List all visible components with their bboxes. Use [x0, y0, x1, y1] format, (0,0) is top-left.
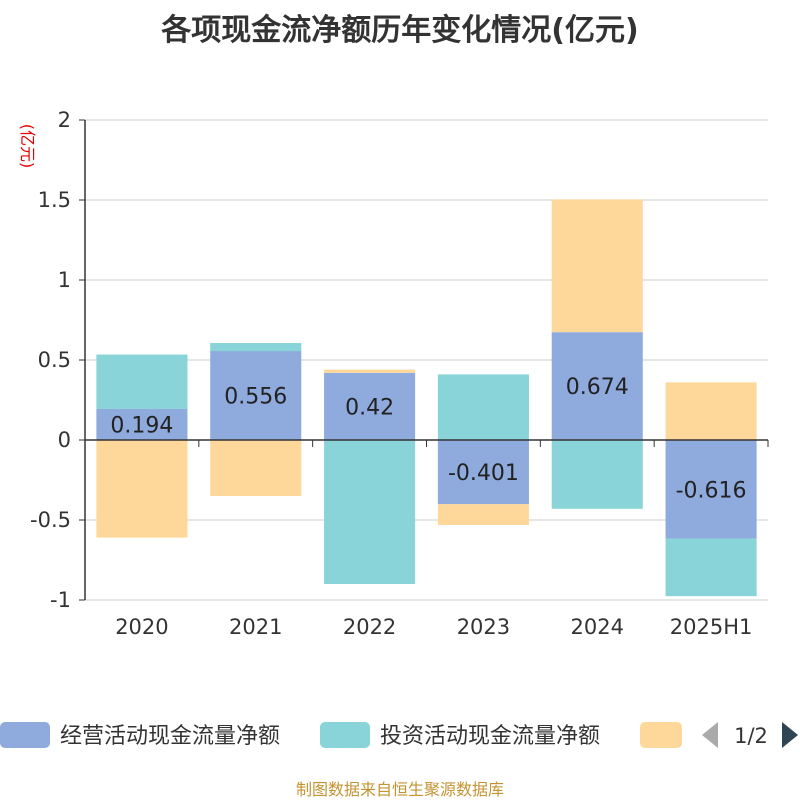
data-label-2024: 0.674: [566, 375, 629, 400]
bar-series2-2024[interactable]: [551, 199, 643, 333]
legend: 经营活动现金流量净额 投资活动现金流量净额 1/2: [0, 722, 798, 749]
x-tick-label: 2021: [229, 615, 282, 639]
bar-series1-2023[interactable]: [437, 374, 529, 440]
data-label-2025H1: -0.616: [676, 478, 747, 503]
bar-series2-2023[interactable]: [437, 504, 529, 525]
x-tick-label: 2025H1: [670, 615, 753, 639]
y-tick-label: 0.5: [38, 348, 71, 372]
x-tick-label: 2022: [343, 615, 396, 639]
x-tick-label: 2020: [115, 615, 168, 639]
y-tick-labels: -1 -0.5 0 0.5 1 1.5 2: [30, 108, 71, 612]
bar-series2-2021[interactable]: [210, 440, 302, 496]
bar-series0-2025H1[interactable]: [665, 440, 757, 539]
legend-item-investing[interactable]: 投资活动现金流量净额: [320, 722, 600, 749]
y-tick-label: 0: [58, 428, 71, 452]
source-note: 制图数据来自恒生聚源数据库: [296, 780, 504, 799]
data-label-2023: -0.401: [448, 461, 519, 486]
bar-series0-2021[interactable]: [210, 351, 302, 440]
legend-swatch: [0, 722, 50, 748]
data-label-2021: 0.556: [224, 385, 287, 410]
legend-swatch: [320, 722, 370, 748]
y-axis-name: (亿元): [18, 124, 37, 169]
axes: [79, 119, 769, 601]
bar-series0-2020[interactable]: [96, 408, 188, 440]
bar-series1-2025H1[interactable]: [665, 538, 757, 597]
y-tick-label: 1: [58, 268, 71, 292]
bar-series1-2022[interactable]: [324, 440, 416, 584]
bar-series1-2024[interactable]: [551, 440, 643, 509]
grid-lines: [85, 119, 768, 601]
legend-item-operating[interactable]: 经营活动现金流量净额: [0, 722, 280, 749]
data-label-2022: 0.42: [345, 395, 394, 420]
data-label-2020: 0.194: [110, 413, 173, 438]
y-tick-label: -0.5: [30, 508, 71, 532]
bar-marks: [96, 199, 757, 597]
bar-series0-2024[interactable]: [551, 332, 643, 440]
bar-series0-2023[interactable]: [437, 440, 529, 505]
bar-series2-2025H1[interactable]: [665, 382, 757, 440]
bar-series1-2020[interactable]: [96, 354, 188, 409]
legend-label: 经营活动现金流量净额: [60, 724, 280, 749]
bar-series1-2021[interactable]: [210, 343, 302, 352]
triangle-right-icon[interactable]: [782, 722, 798, 748]
data-labels: 0.194 0.556 0.42 -0.401 0.674 -0.616: [110, 375, 746, 503]
legend-item-third[interactable]: [640, 722, 682, 748]
y-tick-label: 2: [58, 108, 71, 132]
legend-page-indicator: 1/2: [734, 724, 768, 748]
x-tick-label: 2024: [571, 615, 624, 639]
x-tick-label: 2023: [457, 615, 510, 639]
legend-label: 投资活动现金流量净额: [380, 724, 600, 749]
bar-series2-2020[interactable]: [96, 440, 188, 538]
legend-swatch: [640, 722, 682, 748]
y-tick-label: -1: [50, 588, 71, 612]
bar-series0-2022[interactable]: [324, 372, 416, 440]
x-tick-labels: 2020 2021 2022 2023 2024 2025H1: [115, 615, 752, 639]
y-tick-label: 1.5: [38, 188, 71, 212]
chart-title: 各项现金流净额历年变化情况(亿元): [160, 13, 638, 48]
triangle-left-icon[interactable]: [702, 722, 718, 748]
bar-series2-2022[interactable]: [324, 369, 416, 373]
